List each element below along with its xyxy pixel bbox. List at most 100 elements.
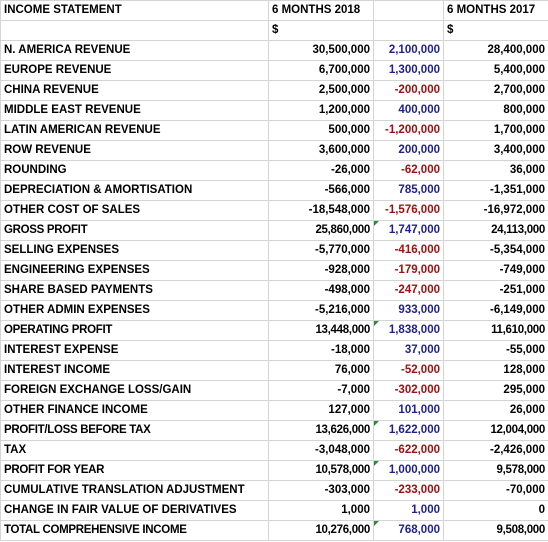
difference-cell[interactable]: 101,000 bbox=[373, 400, 444, 421]
difference-cell[interactable]: 1,000 bbox=[373, 500, 444, 521]
value-2018-cell[interactable]: 500,000 bbox=[268, 120, 374, 141]
value-2018-cell[interactable]: 127,000 bbox=[268, 400, 374, 421]
value-2017-cell[interactable]: -70,000 bbox=[443, 480, 548, 501]
row-label[interactable]: ROW REVENUE bbox=[0, 140, 269, 161]
value-2018-cell[interactable]: -566,000 bbox=[268, 180, 374, 201]
row-label[interactable]: FOREIGN EXCHANGE LOSS/GAIN bbox=[0, 380, 269, 401]
row-label[interactable]: SELLING EXPENSES bbox=[0, 240, 269, 261]
difference-cell[interactable]: 933,000 bbox=[373, 300, 444, 321]
difference-cell[interactable]: 1,747,000 bbox=[373, 220, 444, 241]
value-2017-cell[interactable]: 2,700,000 bbox=[443, 80, 548, 101]
column-header-difference[interactable] bbox=[373, 0, 444, 21]
value-2018-cell[interactable]: 30,500,000 bbox=[268, 40, 374, 61]
row-label[interactable]: TAX bbox=[0, 440, 269, 461]
value-2018-cell[interactable]: 10,578,000 bbox=[268, 460, 374, 481]
row-label[interactable]: INTEREST EXPENSE bbox=[0, 340, 269, 361]
difference-cell[interactable]: -62,000 bbox=[373, 160, 444, 181]
value-2018-cell[interactable]: -498,000 bbox=[268, 280, 374, 301]
value-2017-cell[interactable]: 9,508,000 bbox=[443, 520, 548, 541]
difference-cell[interactable]: 1,300,000 bbox=[373, 60, 444, 81]
difference-cell[interactable]: -233,000 bbox=[373, 480, 444, 501]
value-2017-cell[interactable]: 128,000 bbox=[443, 360, 548, 381]
value-2017-cell[interactable]: -251,000 bbox=[443, 280, 548, 301]
difference-cell[interactable]: -179,000 bbox=[373, 260, 444, 281]
difference-cell[interactable]: -1,200,000 bbox=[373, 120, 444, 141]
difference-cell[interactable]: -622,000 bbox=[373, 440, 444, 461]
row-label[interactable]: N. AMERICA REVENUE bbox=[0, 40, 269, 61]
row-label[interactable]: PROFIT FOR YEAR bbox=[0, 460, 269, 481]
difference-cell[interactable]: -302,000 bbox=[373, 380, 444, 401]
difference-cell[interactable]: 400,000 bbox=[373, 100, 444, 121]
value-2018-cell[interactable]: 1,200,000 bbox=[268, 100, 374, 121]
row-label[interactable]: TOTAL COMPREHENSIVE INCOME bbox=[0, 520, 269, 541]
row-label[interactable]: ENGINEERING EXPENSES bbox=[0, 260, 269, 281]
difference-cell[interactable]: 1,838,000 bbox=[373, 320, 444, 341]
value-2017-cell[interactable]: 12,004,000 bbox=[443, 420, 548, 441]
row-label[interactable]: INTEREST INCOME bbox=[0, 360, 269, 381]
row-label[interactable]: OPERATING PROFIT bbox=[0, 320, 269, 341]
value-2017-cell[interactable]: 9,578,000 bbox=[443, 460, 548, 481]
value-2018-cell[interactable]: -303,000 bbox=[268, 480, 374, 501]
row-label[interactable]: GROSS PROFIT bbox=[0, 220, 269, 241]
value-2017-cell[interactable]: -749,000 bbox=[443, 260, 548, 281]
column-header-2018[interactable]: 6 MONTHS 2018 bbox=[268, 0, 374, 21]
empty-cell[interactable] bbox=[0, 20, 269, 41]
row-label[interactable]: PROFIT/LOSS BEFORE TAX bbox=[0, 420, 269, 441]
value-2017-cell[interactable]: 0 bbox=[443, 500, 548, 521]
value-2018-cell[interactable]: -18,000 bbox=[268, 340, 374, 361]
value-2017-cell[interactable]: 3,400,000 bbox=[443, 140, 548, 161]
currency-2017[interactable]: $ bbox=[443, 20, 548, 41]
row-label[interactable]: OTHER COST OF SALES bbox=[0, 200, 269, 221]
difference-cell[interactable]: -416,000 bbox=[373, 240, 444, 261]
difference-cell[interactable]: 785,000 bbox=[373, 180, 444, 201]
value-2018-cell[interactable]: -26,000 bbox=[268, 160, 374, 181]
empty-cell[interactable] bbox=[373, 20, 444, 41]
row-label[interactable]: DEPRECIATION & AMORTISATION bbox=[0, 180, 269, 201]
value-2017-cell[interactable]: 28,400,000 bbox=[443, 40, 548, 61]
column-header-2017[interactable]: 6 MONTHS 2017 bbox=[443, 0, 548, 21]
value-2018-cell[interactable]: 13,626,000 bbox=[268, 420, 374, 441]
row-label[interactable]: CUMULATIVE TRANSLATION ADJUSTMENT bbox=[0, 480, 269, 501]
value-2018-cell[interactable]: -928,000 bbox=[268, 260, 374, 281]
row-label[interactable]: OTHER ADMIN EXPENSES bbox=[0, 300, 269, 321]
value-2017-cell[interactable]: 36,000 bbox=[443, 160, 548, 181]
value-2018-cell[interactable]: 10,276,000 bbox=[268, 520, 374, 541]
difference-cell[interactable]: 200,000 bbox=[373, 140, 444, 161]
difference-cell[interactable]: -1,576,000 bbox=[373, 200, 444, 221]
value-2018-cell[interactable]: 3,600,000 bbox=[268, 140, 374, 161]
value-2018-cell[interactable]: -3,048,000 bbox=[268, 440, 374, 461]
value-2017-cell[interactable]: 5,400,000 bbox=[443, 60, 548, 81]
difference-cell[interactable]: -247,000 bbox=[373, 280, 444, 301]
value-2018-cell[interactable]: 2,500,000 bbox=[268, 80, 374, 101]
value-2018-cell[interactable]: -5,770,000 bbox=[268, 240, 374, 261]
value-2018-cell[interactable]: 13,448,000 bbox=[268, 320, 374, 341]
value-2018-cell[interactable]: 6,700,000 bbox=[268, 60, 374, 81]
value-2018-cell[interactable]: 25,860,000 bbox=[268, 220, 374, 241]
value-2017-cell[interactable]: 295,000 bbox=[443, 380, 548, 401]
value-2018-cell[interactable]: 76,000 bbox=[268, 360, 374, 381]
row-label[interactable]: SHARE BASED PAYMENTS bbox=[0, 280, 269, 301]
row-label[interactable]: CHANGE IN FAIR VALUE OF DERIVATIVES bbox=[0, 500, 269, 521]
row-label[interactable]: CHINA REVENUE bbox=[0, 80, 269, 101]
difference-cell[interactable]: 37,000 bbox=[373, 340, 444, 361]
value-2017-cell[interactable]: -55,000 bbox=[443, 340, 548, 361]
statement-title[interactable]: INCOME STATEMENT bbox=[0, 0, 269, 21]
difference-cell[interactable]: -52,000 bbox=[373, 360, 444, 381]
difference-cell[interactable]: 2,100,000 bbox=[373, 40, 444, 61]
row-label[interactable]: EUROPE REVENUE bbox=[0, 60, 269, 81]
value-2017-cell[interactable]: -6,149,000 bbox=[443, 300, 548, 321]
value-2017-cell[interactable]: 11,610,000 bbox=[443, 320, 548, 341]
row-label[interactable]: ROUNDING bbox=[0, 160, 269, 181]
value-2018-cell[interactable]: -5,216,000 bbox=[268, 300, 374, 321]
value-2017-cell[interactable]: -1,351,000 bbox=[443, 180, 548, 201]
value-2017-cell[interactable]: 1,700,000 bbox=[443, 120, 548, 141]
value-2017-cell[interactable]: -16,972,000 bbox=[443, 200, 548, 221]
row-label[interactable]: OTHER FINANCE INCOME bbox=[0, 400, 269, 421]
value-2018-cell[interactable]: 1,000 bbox=[268, 500, 374, 521]
value-2017-cell[interactable]: 800,000 bbox=[443, 100, 548, 121]
value-2017-cell[interactable]: 24,113,000 bbox=[443, 220, 548, 241]
currency-2018[interactable]: $ bbox=[268, 20, 374, 41]
difference-cell[interactable]: -200,000 bbox=[373, 80, 444, 101]
difference-cell[interactable]: 1,000,000 bbox=[373, 460, 444, 481]
value-2017-cell[interactable]: -5,354,000 bbox=[443, 240, 548, 261]
